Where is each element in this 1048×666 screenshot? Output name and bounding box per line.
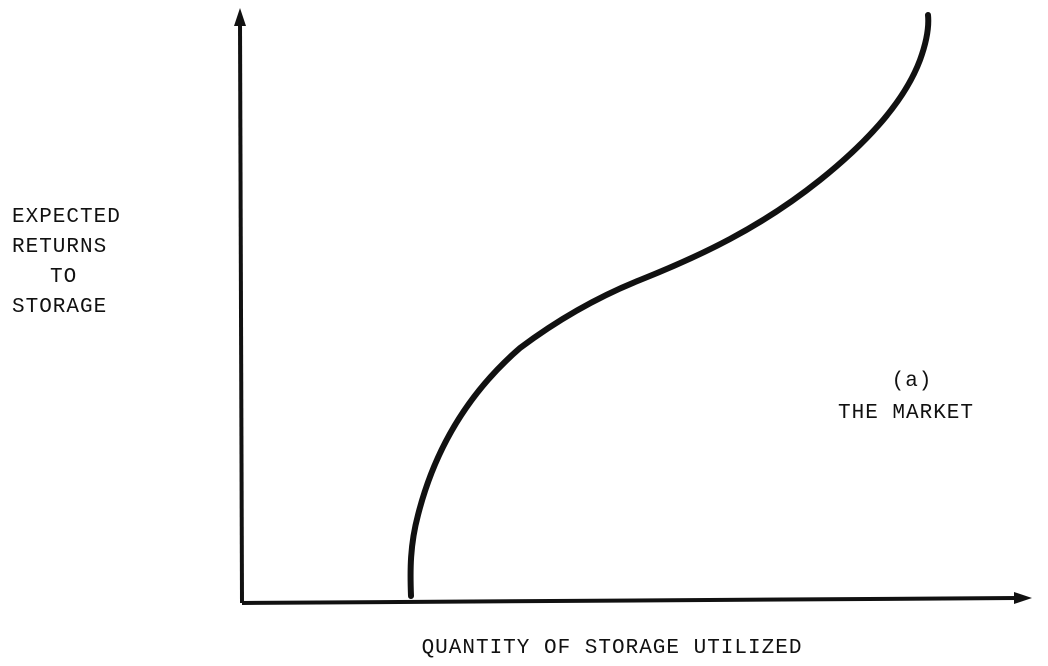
annotation-text: THE MARKET <box>838 402 974 425</box>
market-curve <box>407 12 932 599</box>
y-axis-label-line: STORAGE <box>12 296 107 319</box>
x-axis-arrow <box>1014 592 1032 604</box>
y-axis-label-line: RETURNS <box>12 236 107 259</box>
y-axis-label-line: TO <box>50 266 77 289</box>
x-axis <box>241 596 1019 605</box>
y-axis <box>238 21 244 604</box>
y-axis-arrow <box>234 8 246 26</box>
annotation-tag: (a) <box>892 370 933 393</box>
x-axis-label: QUANTITY OF STORAGE UTILIZED <box>422 637 803 660</box>
y-axis-label-line: EXPECTED <box>12 206 121 229</box>
